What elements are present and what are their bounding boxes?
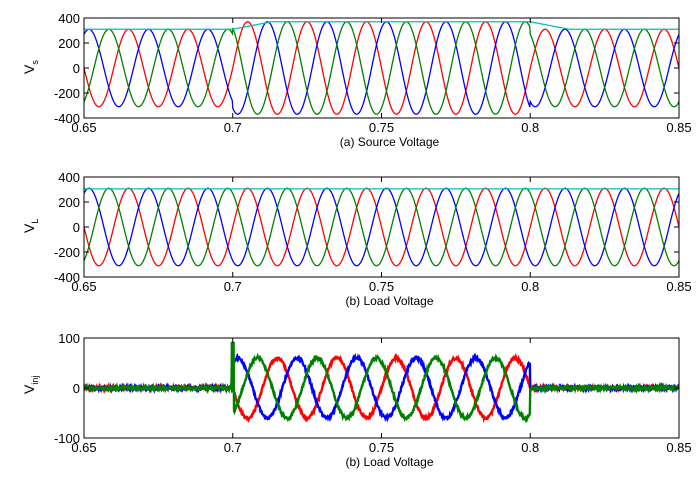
- x-tick-label: 0.8: [521, 120, 539, 135]
- y-axis-label-subscript: s: [30, 60, 40, 65]
- series-line-4: [84, 21, 679, 30]
- panel-caption: (a) Source Voltage: [340, 135, 440, 149]
- y-tick-label: -400: [54, 111, 80, 126]
- y-tick-label: -400: [54, 270, 80, 285]
- panel-caption: (b) Load Voltage: [345, 294, 433, 308]
- panel-caption: (b) Load Voltage: [345, 455, 433, 469]
- plot-area: [84, 187, 679, 267]
- y-axis-label-subscript: L: [30, 219, 40, 224]
- y-tick-label: 0: [73, 61, 80, 76]
- y-tick-label: -100: [54, 431, 80, 446]
- x-tick-label: 0.75: [369, 120, 394, 135]
- x-tick-label: 0.85: [666, 279, 691, 294]
- x-tick-label: 0.8: [521, 279, 539, 294]
- x-tick-label: 0.7: [224, 120, 242, 135]
- y-axis-label: Vs: [21, 60, 40, 74]
- x-tick-label: 0.7: [224, 279, 242, 294]
- x-tick-label: 0.7: [224, 440, 242, 455]
- y-tick-label: 100: [58, 331, 80, 346]
- y-axis-label: Vinj: [21, 376, 40, 394]
- x-tick-label: 0.8: [521, 440, 539, 455]
- y-axis-label-subscript: inj: [30, 376, 40, 385]
- panel-3: 0.65 0.7 0.75 0.8 0.85 100 0 -100 Vinj (b) Load V…: [21, 331, 692, 469]
- panel-2: 0.65 0.7 0.75 0.8 0.85 400 200 0 -200 -400 VL (b) L…: [21, 170, 692, 308]
- plot-area: [84, 21, 679, 115]
- y-tick-label: -200: [54, 245, 80, 260]
- series-line-1: [84, 21, 679, 115]
- series-line-3: [84, 21, 679, 115]
- x-tick-label: 0.65: [71, 120, 96, 135]
- x-tick-label: 0.65: [71, 279, 96, 294]
- x-tick-label: 0.75: [369, 279, 394, 294]
- panel-1: 0.65 0.7 0.75 0.8 0.85 400 200 0 -200 -400 Vs (a) S…: [21, 11, 692, 149]
- x-tick-label: 0.85: [666, 440, 691, 455]
- y-tick-label: 0: [73, 381, 80, 396]
- x-tick-label: 0.65: [71, 440, 96, 455]
- y-tick-label: 200: [58, 36, 80, 51]
- series-line-3: [84, 341, 679, 424]
- y-tick-label: 400: [58, 170, 80, 185]
- y-axis-label: VL: [21, 219, 40, 233]
- y-tick-label: -200: [54, 86, 80, 101]
- series-line-3: [84, 187, 679, 267]
- y-tick-label: 0: [73, 220, 80, 235]
- y-tick-label: 400: [58, 11, 80, 26]
- x-tick-label: 0.75: [369, 440, 394, 455]
- series-line-2: [84, 187, 679, 267]
- plot-area: [84, 341, 679, 424]
- series-line-2: [84, 21, 679, 115]
- y-tick-label: 200: [58, 195, 80, 210]
- series-line-1: [84, 187, 679, 267]
- x-tick-label: 0.85: [666, 120, 691, 135]
